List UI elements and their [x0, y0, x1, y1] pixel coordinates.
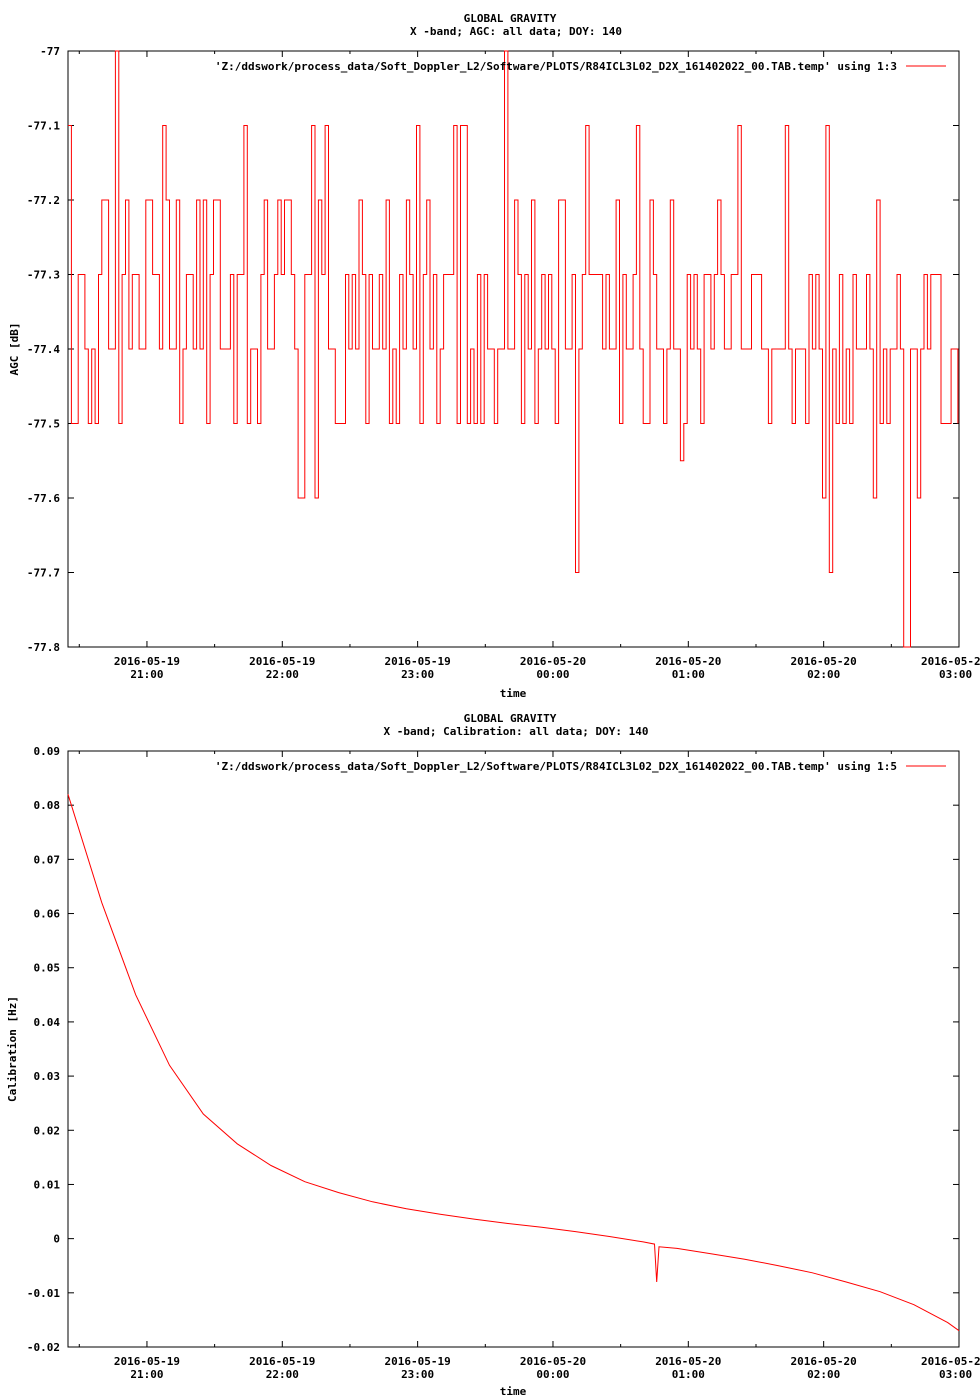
agc-x-tick-time: 23:00 — [401, 668, 434, 681]
calibration-x-axis-label: time — [500, 1385, 527, 1398]
agc-x-tick-time: 01:00 — [672, 668, 705, 681]
calibration-legend-label: 'Z:/ddswork/process_data/Soft_Doppler_L2… — [215, 760, 897, 773]
calibration-x-tick-time: 22:00 — [266, 1368, 299, 1381]
calibration-y-tick-label: 0 — [53, 1233, 60, 1246]
calibration-y-tick-label: 0.05 — [34, 962, 61, 975]
calibration-series-line — [67, 794, 960, 1332]
calibration-x-tick-date: 2016-05-19 — [249, 1355, 315, 1368]
calibration-y-tick-label: 0.08 — [34, 799, 61, 812]
calibration-x-tick-date: 2016-05-20 — [791, 1355, 857, 1368]
agc-y-ticks: -77 -77.1 -77.2 -77.3 -77.4 -77.5 -77.6 -77.7 -7… — [27, 45, 959, 654]
agc-y-tick-label: -77.3 — [27, 269, 60, 282]
agc-y-tick-label: -77.5 — [27, 418, 60, 431]
calibration-y-ticks: 0.09 0.08 0.07 0.06 0.05 0.04 0.03 0.02 0.01 0 -0.… — [27, 745, 959, 1354]
agc-x-tick-time: 02:00 — [807, 668, 840, 681]
calibration-x-tick-date: 2016-05-19 — [385, 1355, 451, 1368]
calibration-x-tick-date: 2016-05-19 — [114, 1355, 180, 1368]
agc-y-tick-label: -77 — [40, 45, 60, 58]
agc-series — [68, 50, 959, 648]
calibration-x-tick-time: 00:00 — [536, 1368, 569, 1381]
calibration-y-tick-label: 0.09 — [34, 745, 61, 758]
calibration-y-tick-label: 0.02 — [34, 1124, 61, 1137]
agc-x-tick-time: 21:00 — [130, 668, 163, 681]
agc-x-tick-date: 2016-05-20 — [520, 655, 586, 668]
agc-x-tick-time: 00:00 — [536, 668, 569, 681]
agc-y-axis-label: AGC [dB] — [8, 323, 21, 376]
agc-x-tick-date: 2016-05-20 — [921, 655, 980, 668]
calibration-x-tick-time: 21:00 — [130, 1368, 163, 1381]
agc-y-tick-label: -77.8 — [27, 641, 60, 654]
agc-x-tick-date: 2016-05-20 — [655, 655, 721, 668]
calibration-y-tick-label: 0.04 — [34, 1016, 61, 1029]
agc-y-tick-label: -77.6 — [27, 492, 60, 505]
agc-legend-label: 'Z:/ddswork/process_data/Soft_Doppler_L2… — [215, 60, 897, 73]
agc-chart-subtitle: X -band; AGC: all data; DOY: 140 — [410, 25, 622, 38]
agc-x-tick-date: 2016-05-19 — [249, 655, 315, 668]
agc-legend: 'Z:/ddswork/process_data/Soft_Doppler_L2… — [215, 60, 946, 73]
calibration-y-tick-label: 0.06 — [34, 908, 61, 921]
agc-y-tick-label: -77.4 — [27, 343, 60, 356]
calibration-chart-subtitle: X -band; Calibration: all data; DOY: 140 — [384, 725, 649, 738]
agc-x-ticks: 2016-05-1921:002016-05-1922:002016-05-19… — [78, 51, 980, 681]
calibration-y-tick-label: 0.01 — [34, 1178, 61, 1191]
calibration-y-tick-label: 0.03 — [34, 1070, 61, 1083]
calibration-x-tick-date: 2016-05-20 — [655, 1355, 721, 1368]
agc-x-axis-label: time — [500, 687, 527, 700]
calibration-chart-title: GLOBAL GRAVITY — [464, 712, 557, 725]
agc-x-tick-time: 22:00 — [266, 668, 299, 681]
agc-x-tick-date: 2016-05-19 — [114, 655, 180, 668]
calibration-y-tick-label: -0.02 — [27, 1341, 60, 1354]
calibration-plot-frame — [67, 750, 960, 1348]
calibration-series — [67, 794, 960, 1332]
calibration-x-tick-date: 2016-05-20 — [921, 1355, 980, 1368]
calibration-x-tick-time: 03:00 — [939, 1368, 972, 1381]
agc-y-tick-label: -77.2 — [27, 194, 60, 207]
calibration-y-tick-label: 0.07 — [34, 853, 61, 866]
agc-y-tick-label: -77.1 — [27, 120, 60, 133]
calibration-x-tick-time: 02:00 — [807, 1368, 840, 1381]
agc-x-tick-time: 03:00 — [939, 668, 972, 681]
calibration-x-tick-time: 23:00 — [401, 1368, 434, 1381]
calibration-y-axis-label: Calibration [Hz] — [6, 996, 19, 1102]
calibration-legend: 'Z:/ddswork/process_data/Soft_Doppler_L2… — [215, 760, 946, 773]
agc-chart: GLOBAL GRAVITY X -band; AGC: all data; D… — [8, 12, 980, 700]
calibration-x-ticks: 2016-05-1921:002016-05-1922:002016-05-19… — [78, 751, 980, 1381]
calibration-y-tick-label: -0.01 — [27, 1287, 60, 1300]
calibration-x-tick-time: 01:00 — [672, 1368, 705, 1381]
agc-series-line — [68, 50, 959, 648]
agc-y-tick-label: -77.7 — [27, 567, 60, 580]
agc-x-tick-date: 2016-05-19 — [385, 655, 451, 668]
calibration-x-tick-date: 2016-05-20 — [520, 1355, 586, 1368]
agc-x-tick-date: 2016-05-20 — [791, 655, 857, 668]
calibration-chart: GLOBAL GRAVITY X -band; Calibration: all… — [6, 712, 980, 1398]
agc-chart-title: GLOBAL GRAVITY — [464, 12, 557, 25]
